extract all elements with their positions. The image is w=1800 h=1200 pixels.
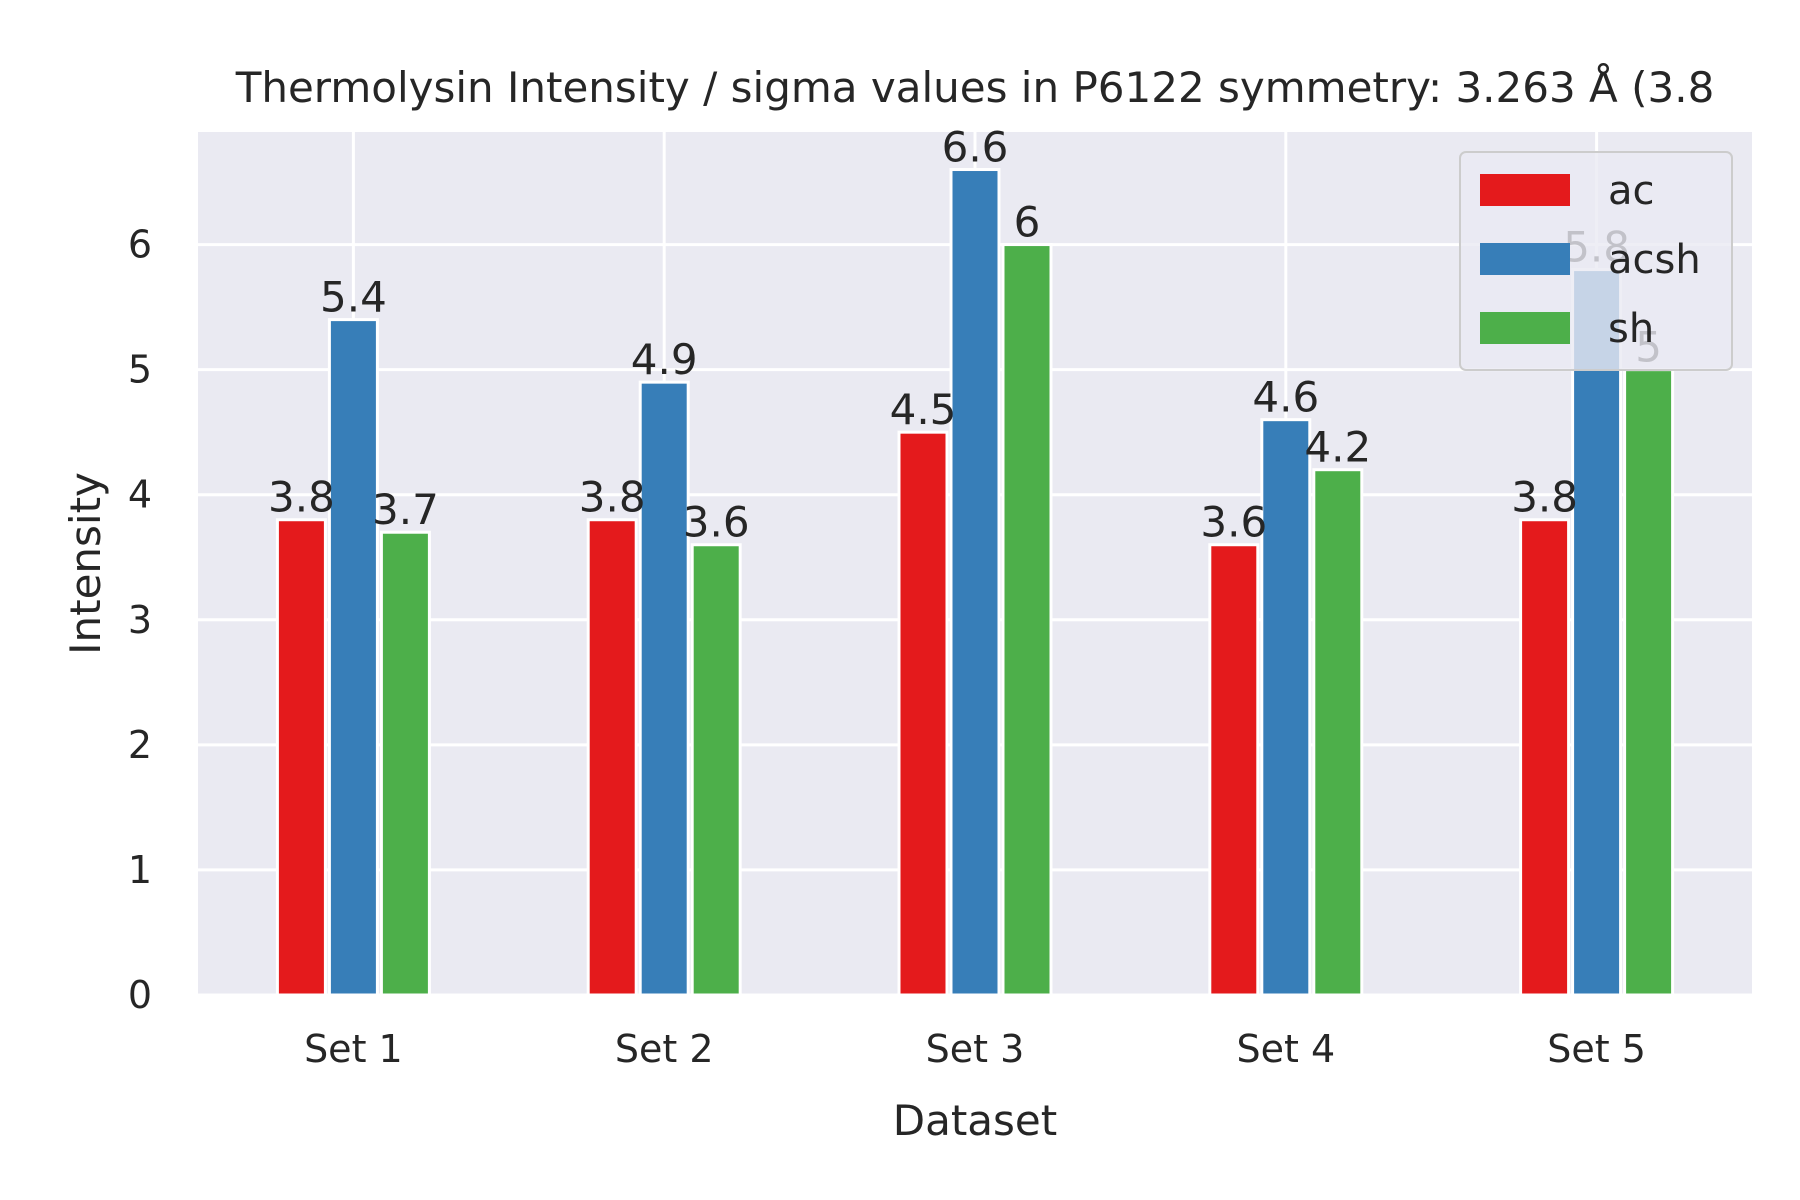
data-label: 3.8	[579, 473, 646, 522]
data-label: 4.9	[631, 335, 698, 384]
bar-sh	[690, 543, 742, 997]
legend: ac acsh sh	[1459, 151, 1733, 371]
data-label: 3.6	[1200, 498, 1267, 547]
legend-swatch-sh	[1480, 312, 1570, 344]
legend-label-ac: ac	[1608, 168, 1655, 214]
bars	[275, 168, 1675, 997]
x-tick-label: Set 1	[304, 1027, 403, 1071]
bar-ac	[275, 518, 327, 997]
y-tick-label: 2	[128, 723, 152, 767]
legend-label-sh: sh	[1608, 306, 1654, 352]
bar-ac	[1519, 518, 1571, 997]
axis-ticks: 0 1 2 3 4 5 6 Set 1 Set 2 Set 3 Set 4 Set 5	[128, 223, 1646, 1071]
data-label: 3.8	[1511, 473, 1578, 522]
data-label: 6.6	[942, 123, 1009, 172]
bar-sh	[379, 530, 431, 997]
legend-label-acsh: acsh	[1608, 237, 1701, 283]
y-tick-label: 6	[128, 223, 152, 267]
y-tick-label: 1	[128, 848, 152, 892]
bar-acsh	[949, 168, 1001, 997]
x-tick-label: Set 3	[926, 1027, 1025, 1071]
legend-swatch-ac	[1480, 174, 1570, 206]
bar-acsh	[1260, 418, 1312, 997]
bar-sh	[1312, 468, 1364, 997]
data-label: 4.5	[890, 385, 957, 434]
chart-title: Thermolysin Intensity / sigma values in …	[235, 62, 1715, 112]
bar-ac	[1208, 543, 1260, 997]
data-label: 3.6	[683, 498, 750, 547]
bar-sh	[1623, 368, 1675, 997]
x-axis-label: Dataset	[893, 1096, 1057, 1145]
y-tick-label: 5	[128, 348, 152, 392]
bar-sh	[1001, 243, 1053, 997]
legend-swatch-acsh	[1480, 243, 1570, 275]
bar-acsh	[638, 380, 690, 997]
data-label: 3.8	[268, 473, 335, 522]
bar-acsh	[1571, 268, 1623, 997]
data-label: 3.7	[372, 485, 439, 534]
bar-ac	[897, 430, 949, 997]
y-axis-label: Intensity	[61, 472, 110, 655]
x-tick-label: Set 4	[1236, 1027, 1335, 1071]
data-label: 6	[1014, 198, 1041, 247]
y-tick-label: 3	[128, 598, 152, 642]
bar-ac	[586, 518, 638, 997]
y-tick-label: 0	[128, 973, 152, 1017]
bar-acsh	[327, 318, 379, 997]
data-label: 4.2	[1304, 423, 1371, 472]
y-tick-label: 4	[128, 473, 152, 517]
data-label: 5.4	[320, 273, 387, 322]
data-label: 4.6	[1252, 373, 1319, 422]
x-tick-label: Set 5	[1547, 1027, 1646, 1071]
x-tick-label: Set 2	[615, 1027, 714, 1071]
